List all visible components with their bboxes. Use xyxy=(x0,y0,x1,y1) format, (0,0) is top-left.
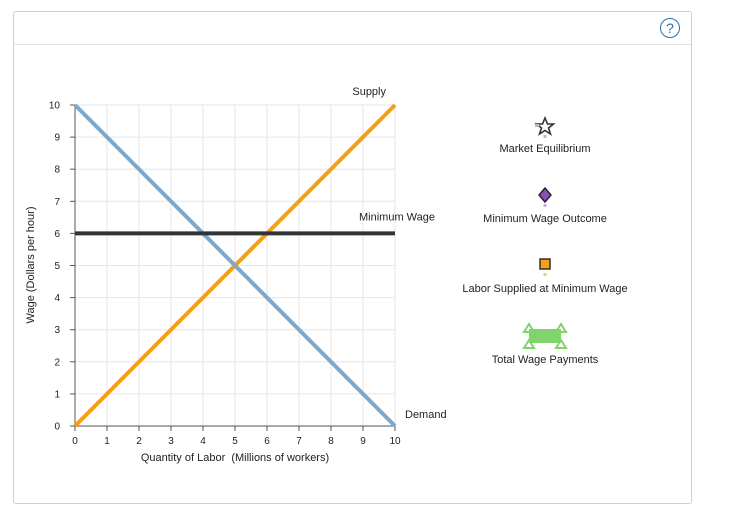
legend-label: Total Wage Payments xyxy=(491,354,599,366)
panel-divider xyxy=(14,44,691,45)
diamond-icon xyxy=(538,186,552,207)
series: Supply Demand Minimum Wage xyxy=(73,86,447,428)
axes: 0 1 2 3 4 5 6 7 8 9 10 0 1 2 3 4 5 6 7 8 9 10 xyxy=(49,101,401,448)
x-tick-label: 4 xyxy=(200,436,206,447)
square-icon xyxy=(539,258,551,276)
help-button[interactable]: ? xyxy=(660,18,680,38)
x-tick-label: 6 xyxy=(264,436,270,447)
y-tick-label: 2 xyxy=(54,357,60,368)
x-axis-label: Quantity of Labor (Millions of workers) xyxy=(141,452,329,464)
x-tick-label: 10 xyxy=(389,436,401,447)
y-tick-label: 10 xyxy=(49,101,61,112)
series-label-demand: Demand xyxy=(405,409,447,421)
legend-label: Market Equilibrium xyxy=(499,143,591,155)
x-tick-label: 3 xyxy=(168,436,174,447)
legend-labor-supplied[interactable]: Labor Supplied at Minimum Wage xyxy=(440,255,650,295)
x-tick-label: 0 xyxy=(72,436,78,447)
y-tick-label: 7 xyxy=(54,197,60,208)
x-tick-label: 2 xyxy=(136,436,142,447)
series-label-minimum-wage: Minimum Wage xyxy=(359,211,435,223)
x-tick-label: 7 xyxy=(296,436,302,447)
legend-minimum-wage-outcome[interactable]: Minimum Wage Outcome xyxy=(440,185,650,225)
y-axis-label: Wage (Dollars per hour) xyxy=(25,207,37,324)
legend-total-wage-payments[interactable]: Total Wage Payments xyxy=(440,322,650,366)
y-tick-label: 4 xyxy=(54,293,60,304)
y-tick-label: 1 xyxy=(54,389,60,400)
y-tick-label: 9 xyxy=(54,133,60,144)
y-tick-label: 5 xyxy=(54,261,60,272)
y-tick-label: 6 xyxy=(54,229,60,240)
y-tick-label: 8 xyxy=(54,165,60,176)
y-tick-label: 3 xyxy=(54,325,60,336)
graph-panel: ? xyxy=(13,11,692,504)
series-line-demand xyxy=(73,103,397,428)
legend-label: Minimum Wage Outcome xyxy=(483,213,607,225)
x-tick-label: 1 xyxy=(104,436,110,447)
legend-market-equilibrium[interactable]: Market Equilibrium xyxy=(440,115,650,155)
area-icon xyxy=(522,322,568,349)
series-label-supply: Supply xyxy=(352,86,386,98)
x-tick-label: 8 xyxy=(328,436,334,447)
y-tick-label: 0 xyxy=(54,422,60,433)
x-tick-label: 9 xyxy=(360,436,366,447)
legend-label: Labor Supplied at Minimum Wage xyxy=(462,283,628,295)
star-icon xyxy=(534,115,556,138)
x-tick-label: 5 xyxy=(232,436,238,447)
